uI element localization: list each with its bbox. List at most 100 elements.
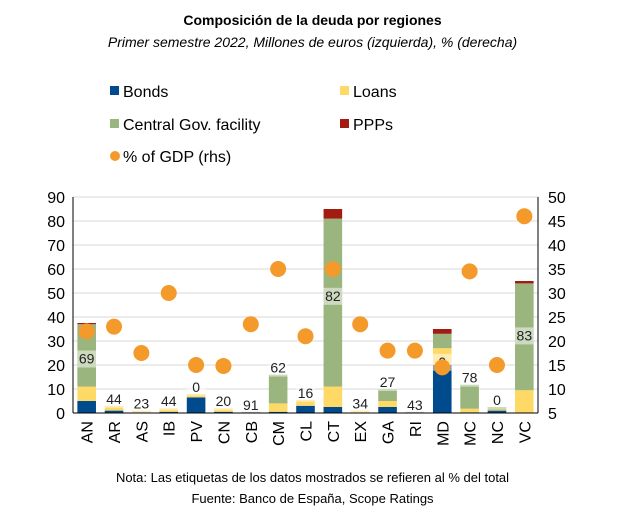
bar-segment-central-gov-facility [268, 374, 288, 404]
data-label: 83 [517, 327, 533, 343]
right-tick-label: 25 [548, 310, 566, 327]
legend-label: % of GDP (rhs) [123, 149, 231, 166]
data-label-bg [378, 374, 397, 391]
gdp-dot [106, 318, 123, 335]
category-label: AS [134, 421, 151, 442]
bar-segment-bonds [432, 365, 452, 413]
category-label: GA [381, 421, 398, 444]
legend-swatch [340, 119, 349, 128]
bar-segment-bonds [296, 405, 315, 413]
chart-subtitle: Primer semestre 2022, Millones de euros … [107, 34, 518, 50]
left-tick-label: 30 [47, 334, 65, 351]
gdp-dot [242, 316, 259, 333]
bar-segment-loans [268, 403, 288, 412]
gdp-dot [352, 316, 369, 333]
right-tick-label: 35 [548, 262, 566, 279]
right-tick-label: 40 [548, 238, 566, 255]
data-label-bg [515, 327, 534, 345]
gdp-dot [160, 285, 177, 301]
bar-segment-bonds [268, 411, 288, 413]
bar-segment-bonds [487, 410, 507, 413]
data-label-bg [323, 287, 343, 305]
data-label-bg [77, 350, 96, 368]
data-label: 0 [493, 392, 501, 408]
category-label: PV [189, 421, 206, 443]
bar-segment-bonds [104, 410, 124, 413]
gdp-dot [516, 208, 533, 225]
data-label: 69 [79, 351, 95, 367]
data-label: 62 [270, 360, 286, 376]
right-tick-label: 10 [548, 382, 566, 399]
bar-segment-loans [104, 405, 124, 411]
legend-swatch [110, 119, 119, 128]
data-label-bg [241, 396, 261, 414]
left-tick-label: 90 [47, 190, 65, 207]
gdp-dot [78, 323, 95, 340]
category-label: CL [299, 421, 316, 442]
bar-segment-bonds [378, 407, 397, 413]
right-tick-label: 30 [548, 286, 566, 303]
data-label-bg [104, 390, 124, 408]
legend-label: Bonds [123, 84, 168, 101]
gdp-dot [188, 357, 205, 373]
gdp-dot [379, 342, 396, 359]
bar-segment-loans [323, 386, 343, 407]
data-label-bg [487, 392, 507, 409]
data-label-bg [214, 393, 233, 411]
category-label: VC [517, 421, 534, 443]
data-label-bg [405, 396, 425, 414]
data-label: 34 [352, 396, 368, 412]
gdp-dot [406, 342, 423, 359]
legend-swatch [110, 86, 119, 95]
data-label-bg [460, 369, 479, 387]
category-label: CM [271, 421, 288, 446]
data-label: 43 [407, 397, 423, 413]
category-label: EX [353, 421, 370, 443]
legend-label: Central Gov. facility [123, 117, 261, 134]
category-label: MC [463, 421, 480, 446]
bar-segment-loans [296, 399, 315, 406]
left-tick-label: 80 [47, 214, 65, 231]
right-tick-label: 15 [548, 358, 566, 375]
bar-segment-loans [487, 409, 507, 411]
data-label: 23 [134, 396, 150, 412]
left-tick-label: 10 [47, 382, 65, 399]
gdp-dot [270, 261, 287, 277]
right-tick-label: 50 [548, 190, 566, 207]
bar-segment-bonds [159, 411, 179, 413]
legend-label: PPPs [353, 117, 393, 134]
bar-segment-ppps [432, 329, 452, 334]
category-label: IB [162, 421, 179, 436]
left-tick-label: 0 [56, 406, 65, 423]
bar-segment-ppps [323, 209, 343, 219]
bar-segment-bonds [214, 411, 233, 413]
bar-segment-central-gov-facility [378, 389, 397, 401]
category-label: AR [107, 421, 124, 443]
bar-segment-loans [378, 401, 397, 407]
bar-segment-loans [460, 408, 479, 413]
legend-label: Loans [353, 84, 397, 101]
data-label-bg [132, 395, 151, 413]
category-label: CB [244, 421, 261, 443]
bar-segment-central-gov-facility [460, 384, 479, 409]
data-label: 44 [106, 391, 122, 407]
legend-dot [110, 151, 120, 161]
data-label: 0 [192, 379, 200, 395]
left-tick-label: 20 [47, 358, 65, 375]
gdp-dot [215, 357, 232, 374]
data-label: 27 [380, 374, 396, 390]
right-tick-label: 5 [548, 406, 557, 423]
data-label-bg [350, 395, 370, 413]
bar-segment-bonds [186, 397, 206, 413]
gdp-dot [488, 357, 505, 373]
chart-title: Composición de la deuda por regiones [183, 12, 442, 28]
left-tick-label: 70 [47, 238, 65, 255]
bar-segment-bonds [323, 407, 343, 413]
chart-note: Nota: Las etiquetas de los datos mostrad… [115, 470, 510, 485]
data-label: 44 [161, 393, 177, 409]
gdp-dot [461, 263, 478, 280]
data-label-bg [186, 378, 206, 396]
data-label-bg [268, 359, 288, 377]
data-label: 91 [243, 397, 259, 413]
